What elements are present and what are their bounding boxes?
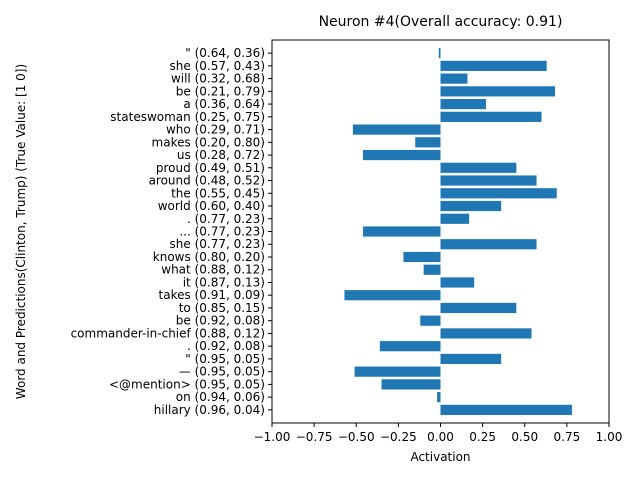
- y-tick-label: a (0.36, 0.64): [183, 97, 265, 111]
- axes-frame: [271, 39, 610, 424]
- bar: [352, 124, 441, 135]
- bar: [440, 239, 537, 250]
- bar: [344, 290, 441, 301]
- y-tick-label: what (0.88, 0.12): [161, 263, 265, 277]
- x-tick-label: −0.50: [338, 430, 375, 444]
- y-tick-label: takes (0.91, 0.09): [159, 288, 265, 302]
- y-ticks-group: hillary (0.96, 0.04)on (0.94, 0.06)<@men…: [71, 46, 272, 417]
- x-tick-label: 1.00: [596, 430, 623, 444]
- bar: [362, 226, 441, 237]
- x-tick-label: 0.25: [469, 430, 496, 444]
- x-tick-label: −0.75: [296, 430, 333, 444]
- y-tick-label: it (0.87, 0.13): [183, 275, 265, 289]
- y-tick-label: hillary (0.96, 0.04): [154, 403, 265, 417]
- bar: [440, 200, 502, 212]
- bar: [440, 60, 547, 71]
- x-ticks-group: −1.00 −0.75 −0.50 −0.25 0.00 0.25 0.50 0.75 1.00: [254, 423, 623, 444]
- y-tick-label: knows (0.80, 0.20): [153, 250, 265, 264]
- y-tick-label: will (0.32, 0.68): [171, 72, 265, 86]
- bar: [381, 379, 441, 390]
- x-tick-label: 0.50: [511, 430, 538, 444]
- y-tick-label: the (0.55, 0.45): [171, 186, 265, 200]
- bar: [403, 251, 441, 263]
- chart-title: Neuron #4(Overall accuracy: 0.91): [319, 14, 563, 30]
- x-tick-label: 0.00: [427, 430, 454, 444]
- bar: [440, 111, 542, 122]
- bar: [440, 175, 537, 186]
- y-tick-label: . (0.92, 0.08): [187, 339, 265, 353]
- x-tick-label: 0.75: [554, 430, 581, 444]
- y-axis-label: Word and Predictions(Clinton, Trump) (Tr…: [14, 64, 28, 399]
- bar: [440, 302, 517, 314]
- bar: [420, 315, 441, 326]
- y-tick-label: — (0.95, 0.05): [179, 365, 265, 379]
- y-tick-label: she (0.77, 0.23): [170, 237, 265, 251]
- bar: [440, 98, 486, 110]
- bar: [440, 188, 557, 199]
- y-tick-label: " (0.95, 0.05): [185, 352, 265, 366]
- bar: [440, 162, 517, 173]
- y-tick-label: <@mention> (0.95, 0.05): [109, 377, 265, 391]
- y-tick-label: to (0.85, 0.15): [179, 301, 265, 315]
- y-tick-label: commander-in-chief (0.88, 0.12): [71, 326, 265, 340]
- bar: [437, 392, 441, 403]
- y-tick-label: be (0.92, 0.08): [176, 314, 265, 328]
- bar: [440, 404, 572, 415]
- y-tick-label: around (0.48, 0.52): [149, 174, 265, 188]
- bar: [440, 328, 532, 339]
- y-tick-label: " (0.64, 0.36): [185, 46, 265, 60]
- y-tick-label: . (0.77, 0.23): [187, 212, 265, 226]
- bar: [440, 213, 470, 224]
- bar: [440, 86, 556, 97]
- bar: [354, 366, 441, 377]
- y-tick-label: ... (0.77, 0.23): [179, 225, 265, 239]
- x-tick-label: −1.00: [254, 430, 291, 444]
- bar: [440, 353, 502, 365]
- bar: [415, 137, 441, 148]
- y-tick-label: she (0.57, 0.43): [170, 59, 265, 73]
- y-tick-label: on (0.94, 0.06): [176, 390, 265, 404]
- bar: [379, 341, 441, 352]
- x-tick-label: −0.25: [380, 430, 417, 444]
- x-axis-label: Activation: [410, 450, 470, 464]
- bars-group: [344, 48, 572, 415]
- bar: [423, 264, 441, 275]
- y-tick-label: us (0.28, 0.72): [177, 148, 265, 162]
- bar: [440, 277, 475, 288]
- y-tick-label: who (0.29, 0.71): [166, 123, 265, 137]
- y-tick-label: proud (0.49, 0.51): [156, 161, 265, 175]
- y-tick-label: world (0.60, 0.40): [158, 199, 265, 213]
- y-tick-label: stateswoman (0.25, 0.75): [110, 110, 265, 124]
- bar: [362, 149, 441, 161]
- bar: [440, 73, 468, 84]
- y-tick-label: be (0.21, 0.79): [176, 84, 265, 98]
- bar: [438, 48, 441, 59]
- y-tick-label: makes (0.20, 0.80): [152, 135, 265, 149]
